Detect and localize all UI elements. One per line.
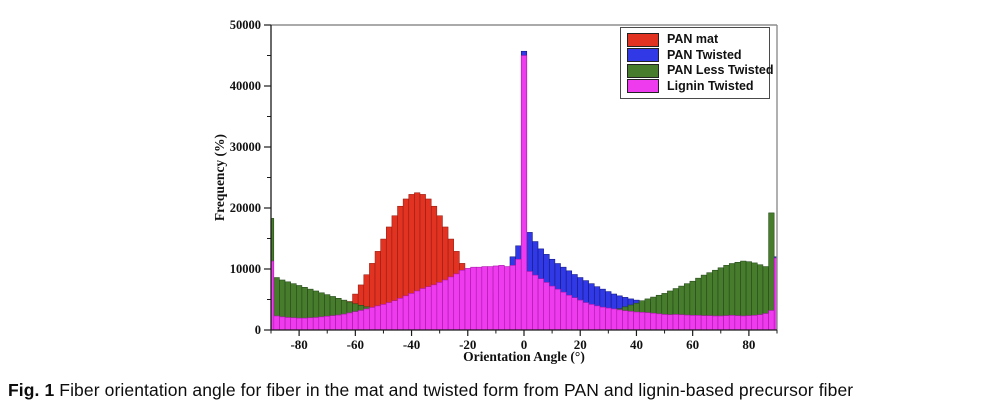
- svg-text:-80: -80: [290, 337, 307, 352]
- legend-item-lignin-twisted: Lignin Twisted: [627, 79, 763, 95]
- legend-swatch-pan-mat: [627, 32, 659, 47]
- legend-label-pan-twisted: PAN Twisted: [667, 47, 742, 62]
- legend-label-pan-less-twisted: PAN Less Twisted: [667, 63, 774, 78]
- svg-text:40000: 40000: [230, 79, 261, 93]
- legend: PAN mat PAN Twisted PAN Less Twisted Lig…: [620, 27, 774, 99]
- legend-swatch-pan-less-twisted: [627, 63, 659, 78]
- svg-text:-40: -40: [403, 337, 420, 352]
- lignin-twisted-bars: [270, 55, 778, 331]
- x-axis-title: Orientation Angle (°): [463, 349, 585, 364]
- legend-item-pan-twisted: PAN Twisted: [627, 48, 763, 64]
- legend-label-lignin-twisted: Lignin Twisted: [667, 78, 754, 93]
- legend-swatch-lignin-twisted: [627, 79, 659, 94]
- axes: 0 10000 20000 30000 40000 50000 -80 -60 -40 -20 0 2…: [212, 18, 778, 364]
- svg-text:40: 40: [630, 337, 643, 352]
- svg-text:-20: -20: [459, 337, 476, 352]
- legend-swatch-pan-twisted: [627, 48, 659, 63]
- svg-text:0: 0: [255, 323, 261, 337]
- svg-text:50000: 50000: [230, 18, 261, 32]
- caption-text: Fiber orientation angle for fiber in the…: [54, 380, 854, 400]
- svg-text:60: 60: [686, 337, 699, 352]
- svg-text:80: 80: [742, 337, 755, 352]
- caption-number: Fig. 1: [8, 380, 55, 400]
- legend-label-pan-mat: PAN mat: [667, 32, 719, 47]
- figure-caption: Fig. 1 Fiber orientation angle for fiber…: [8, 380, 998, 401]
- svg-text:20: 20: [574, 337, 587, 352]
- svg-text:10000: 10000: [230, 262, 261, 276]
- orientation-histogram-chart: 0 10000 20000 30000 40000 50000 -80 -60 -40 -20 0 2…: [212, 18, 778, 364]
- y-axis-title: Frequency (%): [212, 134, 227, 221]
- legend-item-pan-less-twisted: PAN Less Twisted: [627, 63, 774, 79]
- svg-text:-60: -60: [347, 337, 364, 352]
- svg-text:0: 0: [521, 337, 528, 352]
- svg-text:20000: 20000: [230, 201, 261, 215]
- svg-text:30000: 30000: [230, 140, 261, 154]
- legend-item-pan-mat: PAN mat: [627, 32, 763, 48]
